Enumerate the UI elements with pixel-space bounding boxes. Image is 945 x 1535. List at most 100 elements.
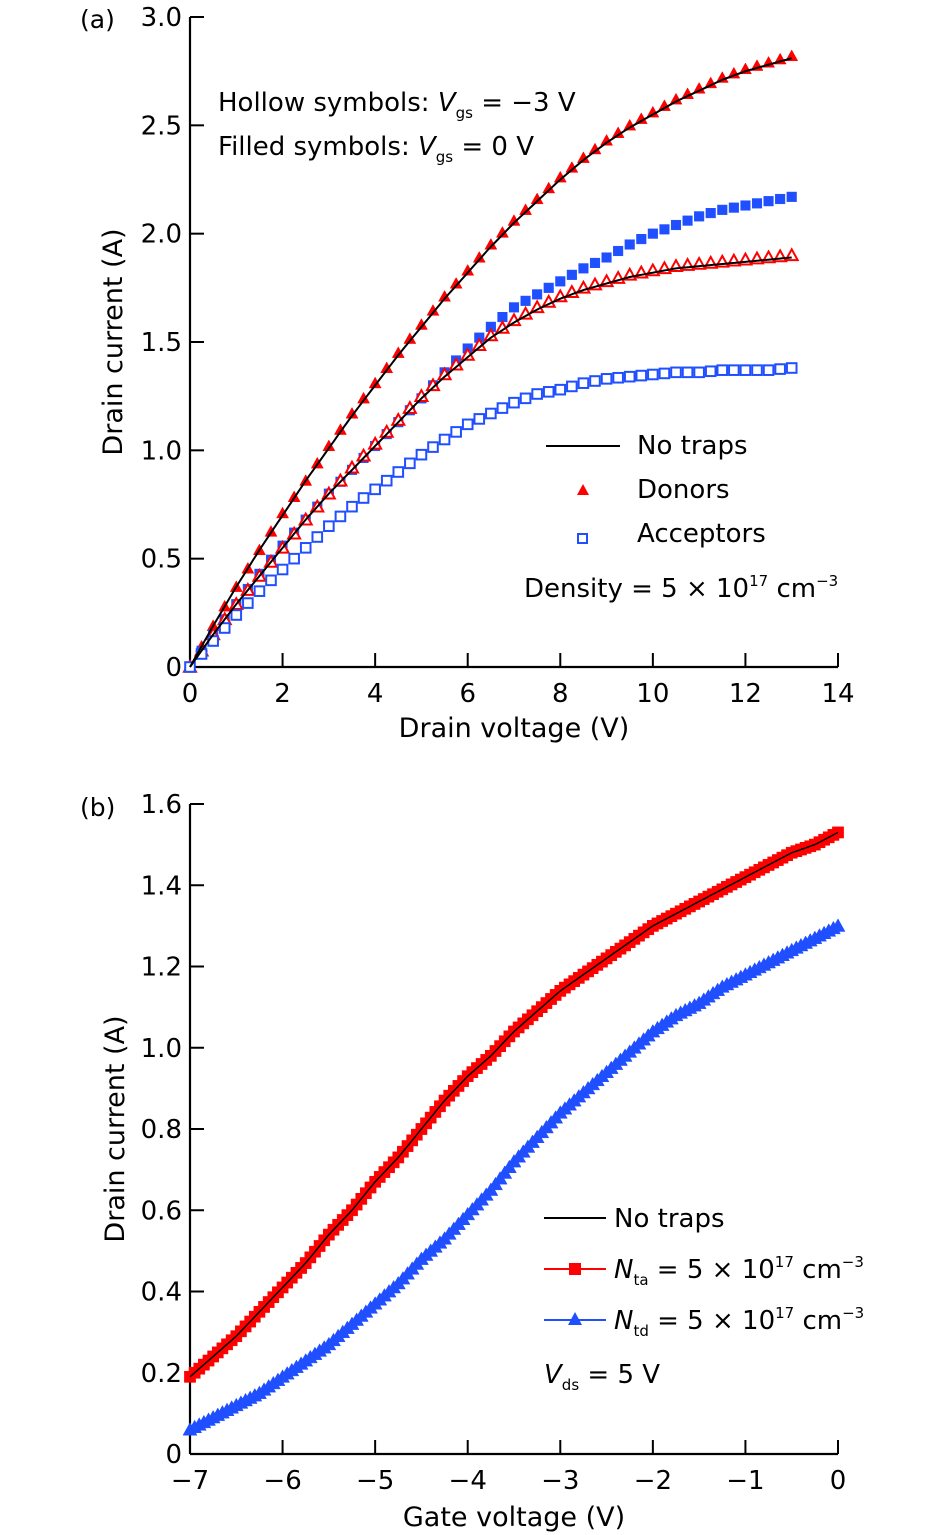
series-line [189, 256, 792, 668]
data-point-square [589, 375, 601, 387]
panel-b-series [182, 826, 846, 1436]
data-point-square [762, 364, 775, 376]
x-tick-label: 12 [729, 679, 762, 709]
panel-a-x-axis-label: Drain voltage (V) [399, 713, 630, 744]
data-point-square [600, 373, 613, 385]
data-point-square [636, 234, 647, 245]
x-tick-label: −4 [449, 1466, 487, 1496]
data-point-triangle [529, 299, 545, 314]
data-point-square [357, 492, 370, 504]
legend-ntd-label: Ntd = 5 × 1017 cm−3 [614, 1304, 864, 1340]
data-point-square [670, 366, 682, 379]
data-point-triangle [564, 284, 580, 298]
data-point-square [323, 520, 335, 532]
x-tick-label: 6 [459, 679, 476, 709]
y-tick-label: 0 [165, 1440, 182, 1470]
data-point-square [786, 191, 797, 202]
data-point-square [508, 302, 520, 313]
data-point-square [346, 500, 358, 513]
data-point-triangle [541, 293, 557, 308]
data-point-square [554, 383, 567, 396]
data-point-square [369, 483, 381, 496]
panel-b-tick-labels: 0 0.2 0.4 0.6 0.8 1.0 1.2 1.4 1.6 −7 −6 −5 −4 −3 −2 −1 0 [141, 790, 847, 1496]
data-point-square [473, 413, 486, 425]
x-tick-label: 4 [367, 679, 384, 709]
data-point-square [230, 609, 243, 621]
data-point-square [508, 396, 520, 409]
data-point-square [612, 371, 624, 384]
data-point-square [751, 364, 763, 376]
data-point-square [613, 245, 624, 257]
data-point-square [624, 239, 635, 250]
panel-a-axes [188, 16, 839, 669]
data-point-square [253, 585, 266, 597]
data-point-square [288, 552, 300, 565]
data-point-triangle [310, 456, 324, 469]
data-point-square [496, 402, 509, 414]
legend-acceptors-label: Acceptors [637, 519, 766, 549]
data-point-square [681, 366, 694, 379]
data-point-square [532, 289, 543, 300]
y-tick-label: 0.2 [141, 1359, 182, 1389]
data-point-square [555, 276, 566, 287]
x-tick-label: −2 [634, 1466, 672, 1496]
data-point-square [751, 198, 763, 209]
x-tick-label: 0 [182, 679, 199, 709]
data-point-square [601, 252, 612, 263]
data-point-square [311, 531, 324, 543]
data-point-square [542, 386, 555, 398]
data-point-square [658, 367, 671, 380]
data-point-square [694, 211, 705, 222]
data-point-triangle [830, 918, 846, 932]
panel-a-tick-labels: 0 0.5 1.0 1.5 2.0 2.5 3.0 0 2 4 6 8 10 12 14 [141, 3, 855, 709]
panel-b: (b) 0 0.2 0.4 0.6 0.8 1.0 1.2 1.4 1.6 −7 −6 −5 −4 −3 −… [80, 790, 864, 1533]
x-tick-label: −6 [263, 1466, 301, 1496]
panel-b-label: (b) [80, 793, 115, 822]
data-point-square [427, 441, 439, 453]
data-point-square [635, 369, 648, 382]
data-point-square [739, 364, 752, 376]
data-point-square [728, 364, 740, 376]
data-point-square [380, 474, 393, 487]
y-tick-label: 1.5 [141, 328, 182, 358]
panel-b-y-axis-label: Drain current (A) [100, 1015, 131, 1242]
y-tick-label: 0.6 [141, 1196, 182, 1226]
x-tick-label: 8 [552, 679, 569, 709]
legend-no-traps-label: No traps [614, 1204, 725, 1234]
x-tick-label: 10 [636, 679, 669, 709]
panel-b-axes [188, 803, 839, 1456]
data-point-square [647, 228, 658, 239]
data-point-square [415, 448, 428, 461]
y-tick-label: 0.5 [141, 545, 182, 575]
legend-acceptors-marker [577, 533, 588, 544]
data-point-square [404, 457, 416, 470]
legend-no-traps-label: No traps [637, 431, 748, 461]
data-point-square [334, 510, 347, 523]
panel-a-series [182, 49, 800, 673]
data-point-square [682, 215, 693, 226]
data-point-triangle [681, 87, 694, 99]
data-point-square [265, 574, 277, 587]
data-point-square [566, 269, 577, 280]
data-point-square [543, 282, 554, 293]
series-line [189, 831, 839, 1378]
panel-b-x-axis-label: Gate voltage (V) [403, 1502, 625, 1533]
x-tick-label: −5 [356, 1466, 394, 1496]
y-tick-label: 2.5 [141, 111, 182, 141]
y-tick-label: 2.0 [141, 220, 182, 250]
data-point-square [785, 362, 798, 374]
data-point-square [763, 196, 774, 207]
y-tick-label: 0 [165, 653, 182, 683]
annotation-vds: Vds = 5 V [544, 1360, 660, 1394]
data-point-triangle [715, 71, 729, 83]
panel-b-legend: No traps Nta = 5 × 1017 cm−3 Ntd = 5 × 1… [544, 1204, 864, 1394]
data-point-square [716, 364, 729, 376]
data-point-square [218, 622, 231, 634]
data-point-square [774, 363, 786, 375]
panel-a: (a) 0 0.5 1.0 1.5 2.0 2.5 3.0 0 2 4 6 8 10 12 14 Drain… [80, 3, 855, 744]
data-point-square [740, 200, 751, 211]
y-tick-label: 1.2 [141, 953, 182, 983]
data-point-square [659, 224, 670, 235]
data-point-square [242, 597, 254, 609]
series-line [189, 57, 792, 668]
